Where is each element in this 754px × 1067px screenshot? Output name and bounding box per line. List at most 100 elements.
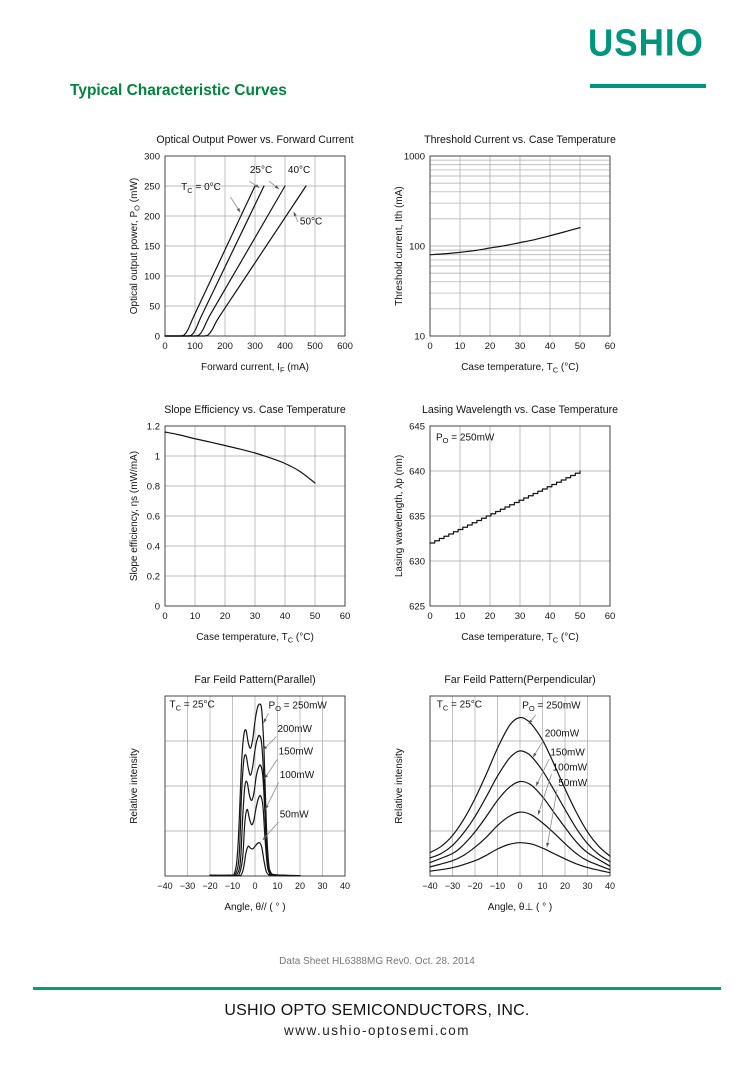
- x-tick-label: −10: [225, 881, 240, 891]
- x-tick-label: 0: [252, 881, 257, 891]
- plot-border: [164, 155, 346, 337]
- chart-title: Slope Efficiency vs. Case Temperature: [164, 404, 346, 416]
- annotation-label: 50mW: [558, 778, 587, 789]
- x-tick-label: 10: [455, 611, 466, 622]
- ushio-logo: USHIO: [588, 22, 704, 65]
- y-tick-label: 0.4: [147, 542, 160, 553]
- leader-arrowhead: [537, 810, 541, 815]
- x-tick-label: 10: [190, 611, 201, 622]
- x-tick-label: 60: [605, 611, 616, 622]
- y-tick-label: 1: [155, 452, 160, 463]
- leader-arrowhead: [255, 184, 260, 188]
- annotation-label: PO = 250mW: [522, 701, 581, 714]
- y-tick-label: 0.6: [147, 512, 160, 523]
- series-50mw: [429, 842, 611, 874]
- datasheet-revision-line: Data Sheet HL6388MG Rev0. Oct. 28. 2014: [279, 956, 475, 967]
- chart-slope-efficiency-vs-case-temperature: 0 10 20 30 40 50 60 0 0.2 0.4 0.6 0.8 1 1.2 Slope Effi…: [129, 404, 351, 645]
- series-200mw: [429, 750, 611, 863]
- series-po-250mw: [429, 716, 611, 857]
- x-tick-label: 30: [317, 881, 327, 891]
- x-tick-label: 40: [545, 341, 556, 352]
- plot-border: [429, 155, 611, 337]
- series-ith: [429, 227, 581, 256]
- annotation-label: 200mW: [278, 724, 313, 735]
- y-tick-label: 0: [155, 332, 160, 343]
- company-name: USHIO OPTO SEMICONDUCTORS, INC.: [224, 1002, 530, 1019]
- x-tick-label: 40: [545, 611, 556, 622]
- x-tick-label: 20: [295, 881, 305, 891]
- x-tick-label: 40: [280, 611, 291, 622]
- leader-arrowhead: [274, 185, 279, 189]
- y-axis-label: Optical output power, PO (mW): [129, 178, 142, 314]
- page-heading: Typical Characteristic Curves: [70, 82, 287, 99]
- leader-arrowhead: [293, 211, 297, 217]
- chart-title: Threshold Current vs. Case Temperature: [424, 134, 616, 146]
- x-tick-label: 30: [582, 881, 592, 891]
- y-axis-label: Lasing wavelength, λp (nm): [394, 455, 405, 577]
- leader-line: [537, 774, 552, 815]
- annotation-label: 50°C: [300, 216, 322, 227]
- x-tick-label: 40: [605, 881, 615, 891]
- annotation-label: 200mW: [545, 729, 580, 740]
- leader-arrowhead: [263, 745, 268, 750]
- x-tick-label: −20: [467, 881, 482, 891]
- x-axis-label: Angle, θ// ( ° ): [224, 902, 285, 913]
- x-axis-label: Angle, θ⊥ ( ° ): [488, 902, 552, 913]
- leader-arrowhead: [546, 842, 550, 848]
- x-tick-label: 0: [162, 341, 167, 352]
- annotation-label: 150mW: [279, 747, 314, 758]
- y-tick-label: 150: [144, 242, 160, 253]
- annotation-label: TC = 25°C: [437, 700, 482, 713]
- x-tick-label: 20: [560, 881, 570, 891]
- y-axis-label: Slope efficiency, ηs (mW/mA): [129, 451, 140, 581]
- x-tick-label: 30: [250, 611, 261, 622]
- annotation-label: 40°C: [288, 165, 310, 176]
- annotation-label: TC = 0°C: [181, 182, 221, 195]
- y-tick-label: 1000: [404, 152, 425, 163]
- x-tick-label: 30: [515, 611, 526, 622]
- y-tick-label: 640: [409, 467, 425, 478]
- x-tick-label: 20: [485, 611, 496, 622]
- annotation-label: 100mW: [280, 770, 315, 781]
- x-tick-label: 0: [162, 611, 167, 622]
- x-tick-label: 60: [340, 611, 351, 622]
- y-axis-label: Relative intensity: [394, 748, 405, 824]
- y-tick-label: 635: [409, 512, 425, 523]
- y-axis-label: Threshold current, Ith (mA): [394, 186, 405, 305]
- y-tick-label: 0.8: [147, 482, 160, 493]
- grid: [429, 425, 611, 607]
- x-axis-label: Case temperature, TC (°C): [461, 632, 579, 645]
- plot-border: [164, 695, 346, 877]
- leader-arrowhead: [264, 774, 269, 779]
- x-tick-label: 10: [455, 341, 466, 352]
- leader-arrowhead: [263, 718, 267, 723]
- x-axis-label: Case temperature, TC (°C): [196, 632, 314, 645]
- chart-far-field-pattern-parallel: −40 −30 −20 −10 0 10 20 30 40 Far Feild Pattern(P…: [129, 674, 350, 913]
- y-axis-label: Relative intensity: [129, 748, 140, 824]
- leader-arrowhead: [236, 208, 241, 213]
- chart-title: Optical Output Power vs. Forward Current: [156, 134, 353, 146]
- y-tick-label: 50: [149, 302, 160, 313]
- x-tick-label: 20: [485, 341, 496, 352]
- x-tick-label: 50: [575, 341, 586, 352]
- x-tick-label: −40: [157, 881, 172, 891]
- x-tick-label: 10: [272, 881, 282, 891]
- x-tick-label: 300: [247, 341, 263, 352]
- x-tick-label: 30: [515, 341, 526, 352]
- x-axis-label: Forward current, IF (mA): [201, 362, 309, 375]
- chart-lasing-wavelength-vs-case-temperature: 0 10 20 30 40 50 60 625 630 635 640 645 Lasing Wavel…: [394, 404, 618, 645]
- leader-line: [535, 758, 550, 787]
- chart-optical-output-power-vs-forward-current: 0 100 200 300 400 500 600 0 50 100 150 200 250 300 Opt…: [129, 134, 354, 375]
- grid: [429, 696, 611, 876]
- series-50mw: [209, 841, 301, 877]
- series-s: [164, 431, 316, 484]
- y-tick-label: 200: [144, 212, 160, 223]
- x-tick-label: 50: [310, 611, 321, 622]
- chart-far-field-pattern-perpendicular: −40 −30 −20 −10 0 10 20 30 40 Far Feild Pattern(P…: [394, 674, 615, 913]
- y-tick-label: 100: [409, 242, 425, 253]
- leader-arrowhead: [528, 719, 533, 724]
- x-tick-label: 60: [605, 341, 616, 352]
- footer-rule: [33, 987, 721, 990]
- y-tick-label: 100: [144, 272, 160, 283]
